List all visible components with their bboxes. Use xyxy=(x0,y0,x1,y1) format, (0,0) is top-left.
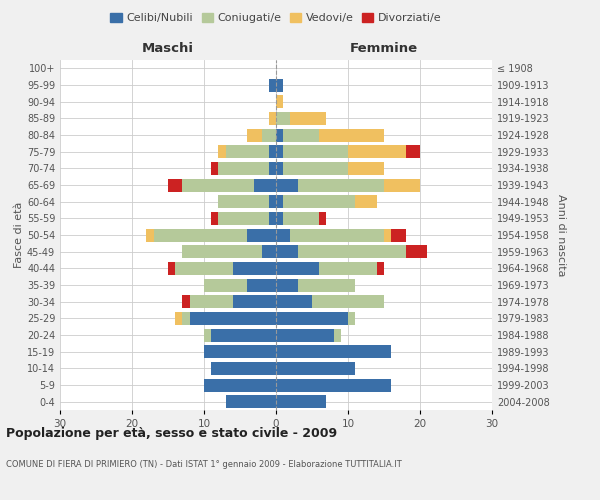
Bar xyxy=(276,228,290,241)
Bar xyxy=(298,245,406,258)
Bar xyxy=(218,145,226,158)
Bar xyxy=(154,228,247,241)
Bar xyxy=(218,195,269,208)
Bar xyxy=(276,212,283,225)
Bar xyxy=(276,145,283,158)
Bar xyxy=(233,295,276,308)
Bar xyxy=(384,178,420,192)
Y-axis label: Anni di nascita: Anni di nascita xyxy=(556,194,566,276)
Bar xyxy=(276,362,355,375)
Bar xyxy=(146,228,154,241)
Bar xyxy=(262,128,276,141)
Bar xyxy=(247,228,276,241)
Bar xyxy=(182,312,190,325)
Bar xyxy=(276,112,290,125)
Bar xyxy=(276,295,312,308)
Bar xyxy=(276,178,298,192)
Bar xyxy=(226,145,269,158)
Bar xyxy=(312,295,384,308)
Bar xyxy=(290,112,326,125)
Bar xyxy=(190,312,276,325)
Bar xyxy=(175,312,182,325)
Bar xyxy=(283,145,348,158)
Bar xyxy=(218,162,269,175)
Bar xyxy=(348,312,355,325)
Bar xyxy=(276,195,283,208)
Bar xyxy=(182,178,254,192)
Bar xyxy=(276,278,298,291)
Bar xyxy=(190,295,233,308)
Bar xyxy=(262,245,276,258)
Bar xyxy=(276,378,391,392)
Bar xyxy=(226,395,276,408)
Legend: Celibi/Nubili, Coniugati/e, Vedovi/e, Divorziati/e: Celibi/Nubili, Coniugati/e, Vedovi/e, Di… xyxy=(106,8,446,28)
Bar xyxy=(247,128,262,141)
Y-axis label: Fasce di età: Fasce di età xyxy=(14,202,24,268)
Text: Maschi: Maschi xyxy=(142,42,194,55)
Bar xyxy=(211,362,276,375)
Bar xyxy=(204,378,276,392)
Bar xyxy=(319,128,384,141)
Bar xyxy=(269,78,276,92)
Bar xyxy=(283,195,355,208)
Bar xyxy=(276,162,283,175)
Bar xyxy=(298,178,384,192)
Bar xyxy=(175,262,233,275)
Bar xyxy=(348,162,384,175)
Bar xyxy=(319,262,377,275)
Bar xyxy=(283,212,319,225)
Bar xyxy=(276,328,334,342)
Bar xyxy=(233,262,276,275)
Bar xyxy=(269,112,276,125)
Bar xyxy=(204,345,276,358)
Bar xyxy=(204,328,211,342)
Bar xyxy=(182,245,262,258)
Bar xyxy=(182,295,190,308)
Bar xyxy=(406,245,427,258)
Bar xyxy=(269,212,276,225)
Bar xyxy=(276,312,348,325)
Bar xyxy=(276,245,298,258)
Bar xyxy=(290,228,384,241)
Bar xyxy=(168,262,175,275)
Text: Femmine: Femmine xyxy=(350,42,418,55)
Bar xyxy=(211,328,276,342)
Bar xyxy=(254,178,276,192)
Bar xyxy=(283,162,348,175)
Bar xyxy=(283,128,319,141)
Bar xyxy=(211,162,218,175)
Bar xyxy=(218,212,269,225)
Bar xyxy=(406,145,420,158)
Bar xyxy=(247,278,276,291)
Bar xyxy=(168,178,182,192)
Bar xyxy=(276,345,391,358)
Bar xyxy=(211,212,218,225)
Bar xyxy=(269,195,276,208)
Text: Popolazione per età, sesso e stato civile - 2009: Popolazione per età, sesso e stato civil… xyxy=(6,428,337,440)
Bar xyxy=(355,195,377,208)
Bar xyxy=(276,128,283,141)
Bar xyxy=(319,212,326,225)
Bar xyxy=(276,262,319,275)
Bar xyxy=(384,228,391,241)
Bar xyxy=(348,145,406,158)
Bar xyxy=(276,395,326,408)
Bar xyxy=(298,278,355,291)
Bar xyxy=(334,328,341,342)
Bar xyxy=(204,278,247,291)
Bar xyxy=(276,78,283,92)
Bar xyxy=(276,95,283,108)
Bar xyxy=(391,228,406,241)
Text: COMUNE DI FIERA DI PRIMIERO (TN) - Dati ISTAT 1° gennaio 2009 - Elaborazione TUT: COMUNE DI FIERA DI PRIMIERO (TN) - Dati … xyxy=(6,460,402,469)
Bar xyxy=(269,145,276,158)
Bar xyxy=(377,262,384,275)
Bar xyxy=(269,162,276,175)
